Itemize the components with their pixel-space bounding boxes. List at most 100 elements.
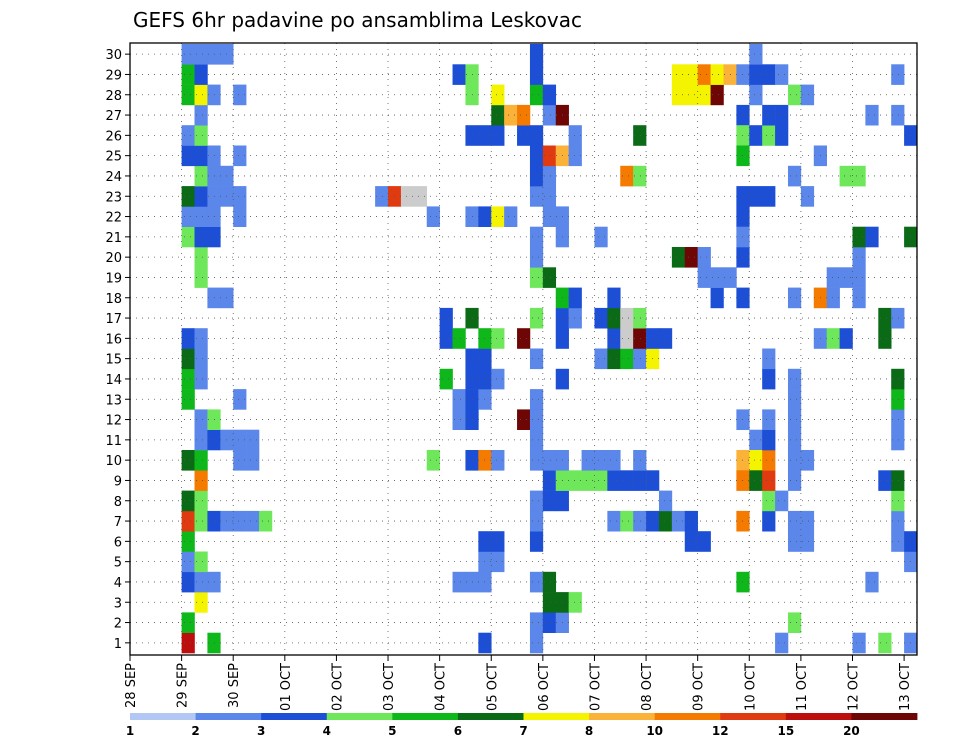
heatmap-cell <box>800 84 815 106</box>
heatmap-cell <box>581 450 595 471</box>
heatmap-cell <box>529 409 544 430</box>
heatmap-cell <box>775 64 789 85</box>
heatmap-cell <box>542 186 557 207</box>
heatmap-cell <box>194 186 208 207</box>
heatmap-cell <box>749 470 763 491</box>
heatmap-cell <box>529 84 544 106</box>
heatmap-cell <box>246 510 260 532</box>
heatmap-cell <box>762 490 776 512</box>
y-tick-label: 8 <box>114 495 122 510</box>
y-tick-label: 9 <box>114 474 122 489</box>
heatmap-cell <box>181 571 195 593</box>
heatmap-cell <box>181 490 195 512</box>
y-tick-label: 4 <box>114 576 122 591</box>
heatmap-cell <box>749 44 763 65</box>
heatmap-cell <box>529 612 544 633</box>
heatmap-cell <box>633 450 647 471</box>
heatmap-cell <box>491 125 505 146</box>
heatmap-cell <box>246 429 260 451</box>
y-tick-label: 22 <box>105 211 122 226</box>
heatmap-cell <box>439 307 453 329</box>
heatmap-cell <box>787 450 802 471</box>
heatmap-cell <box>762 429 776 451</box>
heatmap-cell <box>568 287 582 309</box>
heatmap-cell <box>762 450 776 471</box>
heatmap-cell <box>787 84 802 106</box>
heatmap-cell <box>542 104 557 126</box>
heatmap-cell <box>529 145 544 167</box>
heatmap-cell <box>194 490 208 512</box>
heatmap-cell <box>775 490 789 512</box>
heatmap-cell <box>529 64 544 85</box>
heatmap-cell <box>633 165 647 187</box>
heatmap-cell <box>594 450 608 471</box>
heatmap-cell <box>775 125 789 146</box>
heatmap-cell <box>517 328 531 349</box>
heatmap-cell <box>529 226 544 248</box>
heatmap-cell <box>181 450 195 471</box>
heatmap-cell <box>671 510 686 532</box>
y-tick-label: 20 <box>105 251 122 266</box>
heatmap-cell <box>633 470 647 491</box>
heatmap-cell <box>620 328 634 349</box>
heatmap-cell <box>620 470 634 491</box>
heatmap-cell <box>181 64 195 85</box>
heatmap-cell <box>671 84 686 106</box>
heatmap-cell <box>491 206 505 227</box>
heatmap-cell <box>671 247 686 268</box>
heatmap-cell <box>181 531 195 552</box>
heatmap-cell <box>852 247 866 268</box>
colorbar-label: 10 <box>646 724 663 738</box>
heatmap-cell <box>194 104 208 126</box>
heatmap-cell <box>697 531 711 552</box>
heatmap-cell <box>633 307 647 329</box>
heatmap-cell <box>826 267 840 288</box>
colorbar-segment <box>589 713 656 720</box>
y-tick-label: 28 <box>105 89 122 104</box>
heatmap-cell <box>607 307 621 329</box>
heatmap-cell <box>839 267 853 288</box>
heatmap-cell <box>865 226 879 248</box>
x-tick-label: 05 OCT <box>485 663 500 711</box>
y-tick-label: 16 <box>105 332 122 347</box>
heatmap-cell <box>633 125 647 146</box>
heatmap-cell <box>697 267 711 288</box>
heatmap-cell <box>452 409 466 430</box>
heatmap-cell <box>891 64 905 85</box>
heatmap-cell <box>233 206 247 227</box>
heatmap-cell <box>181 44 195 65</box>
heatmap-cell <box>839 165 853 187</box>
heatmap-cell <box>504 104 518 126</box>
x-tick-label: 04 OCT <box>434 663 449 711</box>
heatmap-cell <box>865 571 879 593</box>
heatmap-cell <box>891 531 905 552</box>
colorbar-label: 1 <box>126 724 134 738</box>
heatmap-cell <box>181 186 195 207</box>
colorbar-label: 20 <box>843 724 860 738</box>
heatmap-cell <box>181 145 195 167</box>
colorbar-segment <box>326 713 393 720</box>
heatmap-cell <box>181 125 195 146</box>
heatmap-cell <box>710 287 724 309</box>
heatmap-cell <box>194 368 208 390</box>
x-tick-label: 12 OCT <box>846 663 861 711</box>
y-tick-label: 5 <box>114 556 122 571</box>
y-tick-label: 1 <box>114 637 122 652</box>
heatmap-cell <box>852 226 866 248</box>
heatmap-cell <box>658 510 673 532</box>
x-tick-label: 01 OCT <box>279 663 294 711</box>
heatmap-cell <box>787 470 802 491</box>
heatmap-cell <box>710 64 724 85</box>
colorbar-label: 6 <box>454 724 462 738</box>
heatmap-cell <box>542 206 557 227</box>
y-tick-label: 24 <box>105 170 122 185</box>
x-tick-label: 07 OCT <box>588 663 603 711</box>
heatmap-cell <box>194 348 208 370</box>
heatmap-cell <box>787 165 802 187</box>
x-tick-label: 30 SEP <box>227 663 242 708</box>
heatmap-cell <box>194 44 208 65</box>
heatmap-cell <box>529 125 544 146</box>
y-tick-label: 6 <box>114 535 122 550</box>
heatmap-cell <box>594 226 608 248</box>
